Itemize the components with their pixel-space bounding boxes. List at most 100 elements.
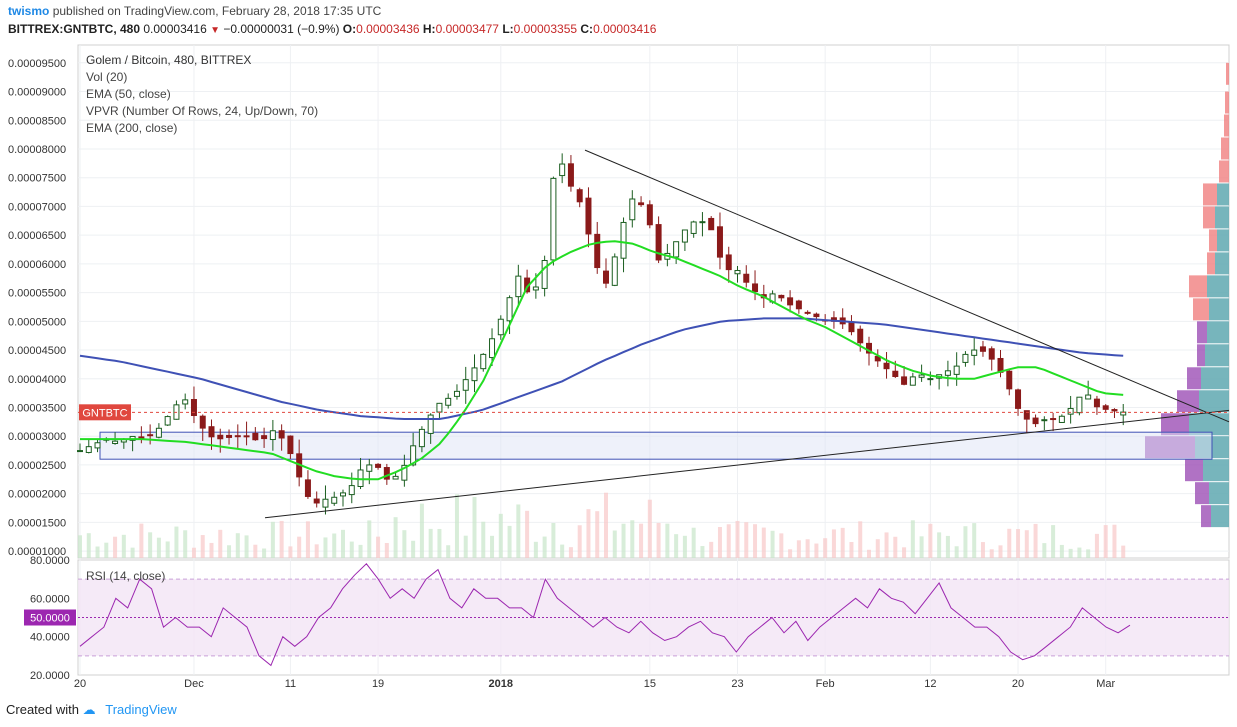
legend-item-ema200: EMA (200, close) <box>86 121 177 135</box>
candle-body <box>848 321 855 333</box>
candle-body <box>418 428 425 448</box>
volume-bar <box>78 535 82 558</box>
volume-bar <box>788 549 793 558</box>
created-with-text: Created with <box>6 702 79 717</box>
candle-body <box>804 311 811 314</box>
volume-bar <box>1051 525 1056 558</box>
volume-bar <box>919 536 924 558</box>
candle-body <box>453 390 460 397</box>
candle-body <box>182 399 189 405</box>
volume-bar <box>1042 543 1047 558</box>
volume-bar <box>735 520 740 558</box>
candle-body <box>252 432 259 441</box>
candle-body <box>1050 418 1057 421</box>
volume-bar <box>1121 545 1126 558</box>
price-pane[interactable] <box>77 44 1230 559</box>
candle-body <box>287 435 294 455</box>
vpvr-up-bar <box>1209 298 1229 321</box>
candle-body <box>261 435 268 440</box>
candle-body <box>1111 409 1118 412</box>
candle-body <box>497 318 504 336</box>
candle-body <box>77 450 83 453</box>
volume-bar <box>1077 547 1082 558</box>
volume-bar <box>1033 523 1038 558</box>
time-tick-label: 23 <box>731 678 743 690</box>
volume-bar <box>726 524 731 558</box>
vpvr-up-bar <box>1203 459 1229 482</box>
candle-body <box>1067 407 1074 415</box>
volume-bar <box>849 541 854 558</box>
open-value: 0.00003436 <box>356 22 420 36</box>
volume-bar <box>341 529 345 558</box>
candle-body <box>1015 389 1022 409</box>
time-tick-label: 15 <box>644 678 656 690</box>
candle-body <box>445 397 452 406</box>
candle-body <box>1085 394 1092 400</box>
volume-bar <box>463 535 468 558</box>
symbol-tag <box>79 404 131 421</box>
rsi-value-tag-text: 50.0000 <box>30 613 70 625</box>
volume-bar <box>700 546 705 558</box>
volume-bar <box>411 540 416 558</box>
candle-body <box>725 254 732 271</box>
volume-bar <box>577 525 582 558</box>
candle-body <box>962 353 969 363</box>
volume-bar <box>297 536 302 558</box>
candle-body <box>752 283 759 293</box>
vpvr-down-bar <box>1187 367 1201 390</box>
volume-bar <box>647 499 652 558</box>
candle-body <box>199 415 206 429</box>
vpvr-down-bar <box>1193 298 1209 321</box>
price-tick-label: 0.00007000 <box>8 201 66 213</box>
volume-bar <box>1059 544 1064 558</box>
tradingview-link[interactable]: TradingView <box>105 702 177 717</box>
candle-body <box>410 445 417 466</box>
volume-bar <box>980 542 985 558</box>
volume-bar <box>656 522 661 558</box>
volume-bar <box>1103 525 1108 558</box>
candle-body <box>927 378 934 381</box>
volume-bar <box>893 536 898 558</box>
time-tick-label: Feb <box>816 678 835 690</box>
volume-bar <box>928 523 933 558</box>
volume-bar <box>253 544 258 558</box>
vpvr-down-bar <box>1207 252 1215 275</box>
candle-body <box>112 440 119 445</box>
volume-bar <box>262 548 267 558</box>
candle-body <box>594 233 601 269</box>
price-tick-label: 0.00008500 <box>8 115 66 127</box>
vpvr-down-bar <box>1203 206 1215 229</box>
volume-bar <box>630 520 635 558</box>
candle-body <box>234 435 241 438</box>
volume-bar <box>875 539 880 558</box>
rsi-band <box>78 579 1229 656</box>
legend-title: Golem / Bitcoin, 480, BITTREX <box>86 53 251 67</box>
rsi-title: RSI (14, close) <box>86 569 165 583</box>
candle-body <box>971 349 978 356</box>
volume-bar <box>393 517 398 558</box>
candle-body <box>743 273 750 283</box>
volume-bar <box>691 527 696 558</box>
volume-bar <box>639 523 644 558</box>
vpvr-down-bar <box>1203 183 1217 206</box>
low-value: 0.00003355 <box>513 22 578 36</box>
volume-bar <box>533 541 538 558</box>
publish-info: twismo published on TradingView.com, Feb… <box>8 4 381 18</box>
vpvr-up-bar <box>1205 344 1229 367</box>
last-price: 0.00003416 <box>143 22 207 36</box>
candle-body <box>436 402 443 413</box>
candle-body <box>778 294 785 299</box>
candle-body <box>269 430 276 441</box>
candle-body <box>226 434 233 438</box>
volume-bar <box>209 542 214 558</box>
price-tick-label: 0.00003500 <box>8 402 66 414</box>
candle-body <box>164 416 171 426</box>
candle-body <box>603 270 609 284</box>
author-name[interactable]: twismo <box>8 4 50 18</box>
candle-body <box>909 376 916 386</box>
time-tick-label: 11 <box>285 678 296 690</box>
volume-bar <box>1086 549 1091 558</box>
volume-bar <box>490 535 495 558</box>
volume-bar <box>218 529 223 558</box>
